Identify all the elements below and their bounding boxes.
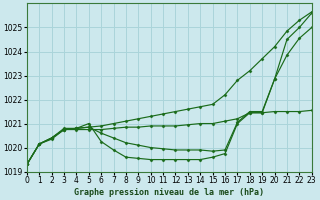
- X-axis label: Graphe pression niveau de la mer (hPa): Graphe pression niveau de la mer (hPa): [74, 188, 264, 197]
